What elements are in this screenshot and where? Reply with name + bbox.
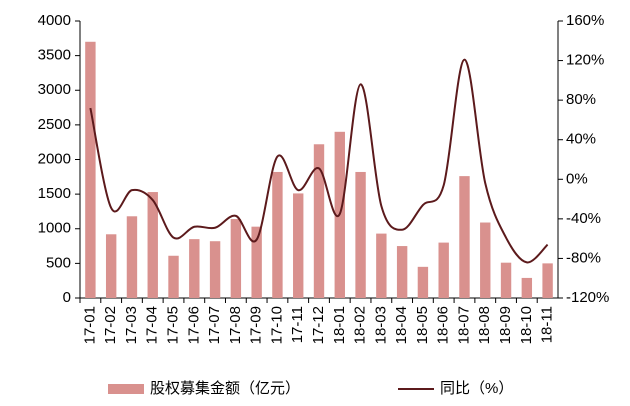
bar bbox=[293, 193, 304, 298]
y-tick-label: 1500 bbox=[38, 185, 71, 202]
bar bbox=[376, 233, 387, 298]
y-tick-label: 500 bbox=[46, 254, 71, 271]
x-tick-label: 17-05 bbox=[164, 306, 181, 344]
bar bbox=[85, 41, 96, 299]
x-tick-label: 18-07 bbox=[455, 306, 472, 344]
bar bbox=[147, 192, 158, 298]
legend-label: 股权募集金额（亿元） bbox=[150, 380, 300, 397]
bar bbox=[105, 234, 117, 298]
x-tick-label: 17-10 bbox=[268, 306, 285, 344]
y2-tick-label: 40% bbox=[566, 131, 596, 148]
bar bbox=[168, 255, 179, 298]
bar bbox=[480, 222, 491, 298]
x-tick-label: 18-11 bbox=[539, 306, 556, 343]
bar bbox=[230, 219, 242, 298]
bar bbox=[500, 262, 512, 298]
x-tick-label: 17-01 bbox=[81, 306, 98, 344]
x-tick-label: 17-06 bbox=[185, 306, 202, 344]
bar bbox=[251, 226, 262, 298]
x-tick-label: 17-07 bbox=[206, 306, 223, 344]
y-tick-label: 4000 bbox=[38, 12, 71, 29]
x-tick-label: 17-03 bbox=[123, 306, 140, 344]
y-tick-label: 3500 bbox=[38, 47, 71, 64]
line bbox=[89, 58, 549, 264]
y-tick-label: 1000 bbox=[38, 220, 71, 237]
y2-tick-label: -120% bbox=[566, 289, 609, 306]
y-tick-label: 2000 bbox=[38, 150, 71, 167]
bar bbox=[209, 241, 221, 298]
x-tick-label: 17-08 bbox=[227, 306, 244, 344]
x-tick-label: 18-01 bbox=[331, 306, 348, 344]
x-tick-label: 18-03 bbox=[372, 306, 389, 344]
legend-label: 同比（%） bbox=[440, 380, 513, 397]
bar bbox=[521, 277, 533, 298]
legend-swatch bbox=[108, 384, 144, 394]
bar bbox=[396, 246, 408, 298]
x-tick-label: 18-05 bbox=[414, 306, 431, 344]
y2-tick-label: 80% bbox=[566, 91, 596, 108]
x-tick-label: 17-12 bbox=[310, 306, 327, 344]
x-tick-label: 17-09 bbox=[248, 306, 265, 344]
bar bbox=[417, 266, 429, 298]
bar bbox=[126, 216, 138, 298]
x-tick-label: 18-09 bbox=[497, 306, 514, 344]
x-tick-label: 18-06 bbox=[435, 306, 452, 344]
x-tick-label: 18-08 bbox=[476, 306, 493, 344]
y2-tick-label: 0% bbox=[566, 170, 588, 187]
bar bbox=[272, 171, 283, 298]
x-tick-label: 17-02 bbox=[102, 306, 119, 344]
bar bbox=[438, 242, 449, 298]
y2-tick-label: -80% bbox=[566, 249, 601, 266]
y-tick-label: 3000 bbox=[38, 81, 71, 98]
x-tick-label: 18-10 bbox=[518, 306, 535, 344]
bar bbox=[459, 176, 470, 298]
bar bbox=[313, 144, 325, 298]
x-tick-label: 17-04 bbox=[144, 306, 161, 344]
bar bbox=[355, 171, 366, 298]
y2-tick-label: 120% bbox=[566, 52, 604, 69]
y-tick-label: 2500 bbox=[38, 116, 71, 133]
y-tick-label: 0 bbox=[63, 289, 71, 306]
x-tick-label: 18-02 bbox=[352, 306, 369, 344]
y2-tick-label: -40% bbox=[566, 210, 601, 227]
y2-tick-label: 160% bbox=[566, 12, 604, 29]
bar bbox=[542, 263, 553, 298]
bar bbox=[189, 239, 200, 298]
x-tick-label: 17-11 bbox=[289, 306, 306, 343]
x-tick-label: 18-04 bbox=[393, 306, 410, 344]
